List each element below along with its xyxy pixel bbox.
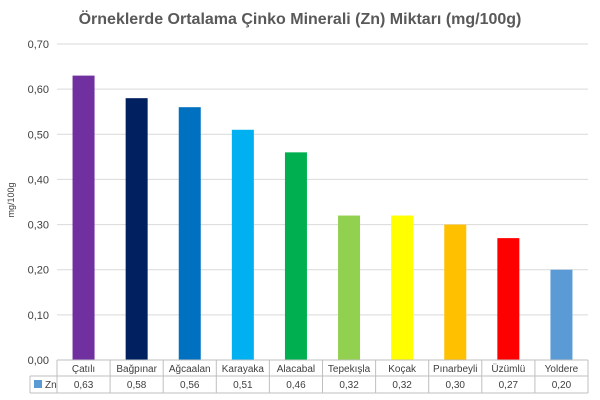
y-tick-label: 0,20 bbox=[28, 265, 49, 277]
value-cell: 0,58 bbox=[127, 380, 147, 391]
value-cell: 0,46 bbox=[286, 380, 306, 391]
y-tick-label: 0,50 bbox=[28, 129, 49, 141]
value-cell: 0,30 bbox=[446, 380, 466, 391]
y-tick-label: 0,40 bbox=[28, 174, 49, 186]
category-label: Üzümlü bbox=[491, 363, 525, 375]
value-cell: 0,56 bbox=[180, 380, 200, 391]
value-cell: 0,27 bbox=[499, 380, 519, 391]
series-name: Zn bbox=[45, 380, 57, 391]
value-cell: 0,32 bbox=[339, 380, 359, 391]
value-cell: 0,20 bbox=[552, 380, 572, 391]
y-tick-label: 0,00 bbox=[28, 355, 49, 367]
bar bbox=[391, 215, 414, 360]
y-tick-label: 0,70 bbox=[28, 39, 49, 51]
y-tick-label: 0,60 bbox=[28, 84, 49, 96]
y-tick-label: 0,30 bbox=[28, 220, 49, 232]
bar bbox=[444, 224, 467, 360]
value-cell: 0,51 bbox=[233, 380, 253, 391]
data-table: Çatılı Bağpınar Ağcaalan Karayaka Alacabal Te… bbox=[29, 359, 589, 394]
category-label: Çatılı bbox=[72, 364, 95, 375]
bar bbox=[231, 129, 254, 360]
bar bbox=[497, 238, 520, 360]
value-cell: 0,63 bbox=[74, 380, 94, 391]
bar bbox=[72, 75, 95, 360]
y-tick-label: 0,10 bbox=[28, 310, 49, 322]
category-label: Karayaka bbox=[222, 364, 265, 375]
category-label: Tepekışla bbox=[328, 364, 371, 375]
category-label: Alacabal bbox=[277, 364, 315, 375]
bar bbox=[550, 269, 573, 360]
y-axis-ticks: 0,00 0,10 0,20 0,30 0,40 0,50 0,60 0,70 bbox=[28, 39, 49, 367]
category-label: Pınarbeyli bbox=[433, 364, 477, 375]
bar bbox=[178, 107, 201, 360]
category-label: Koçak bbox=[388, 364, 417, 375]
bars bbox=[72, 75, 573, 361]
bar bbox=[338, 215, 361, 360]
y-axis-label: mg/100g bbox=[6, 182, 16, 217]
value-cell: 0,32 bbox=[392, 380, 412, 391]
category-label: Ağcaalan bbox=[169, 364, 211, 375]
legend-key bbox=[34, 380, 42, 388]
chart-title: Örneklerde Ortalama Çinko Minerali (Zn) … bbox=[79, 9, 522, 28]
bar bbox=[125, 98, 148, 361]
bar bbox=[284, 152, 307, 360]
category-label: Bağpınar bbox=[116, 364, 157, 375]
category-label: Yoldere bbox=[545, 364, 579, 375]
